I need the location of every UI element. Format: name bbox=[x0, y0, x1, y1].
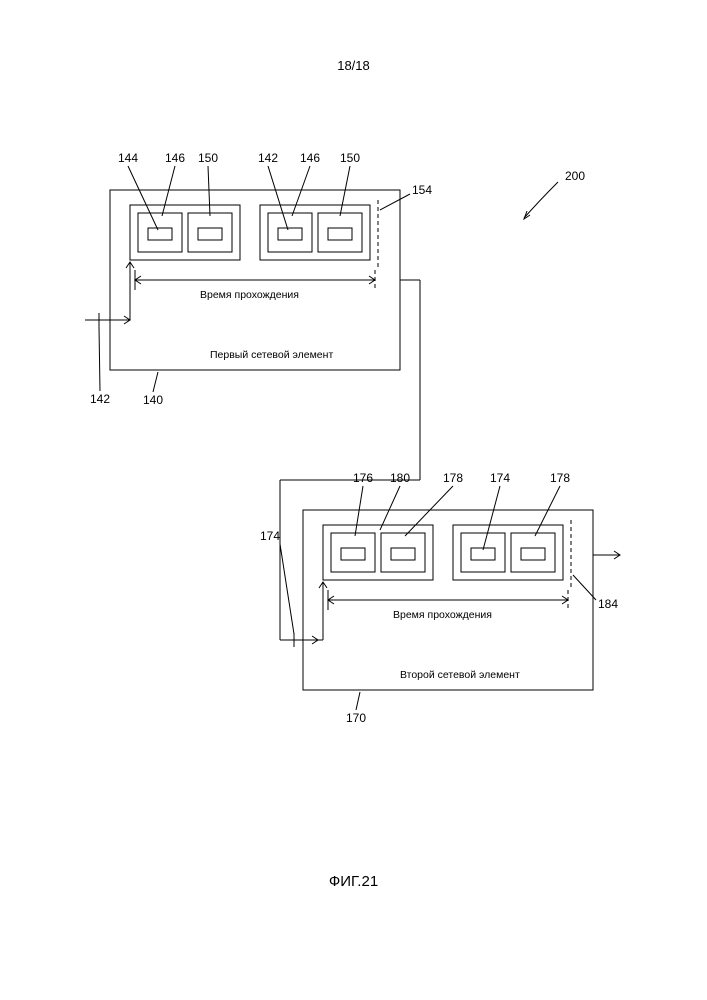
lbl-154: 154 bbox=[412, 183, 432, 197]
block1-title: Первый сетевой элемент bbox=[210, 349, 333, 361]
lbl-184: 184 bbox=[598, 597, 618, 611]
lbl-170: 170 bbox=[346, 711, 366, 725]
lbl-146b: 146 bbox=[300, 151, 320, 165]
lbl-178a: 178 bbox=[443, 471, 463, 485]
diagram-canvas: Время прохождения Первый сетевой элемент… bbox=[0, 0, 707, 1000]
lbl-178b: 178 bbox=[550, 471, 570, 485]
block1-g2-sub2 bbox=[318, 213, 362, 252]
lbl-146a: 146 bbox=[165, 151, 185, 165]
figure-label: ФИГ.21 bbox=[329, 873, 378, 890]
lbl-input-142: 142 bbox=[90, 392, 110, 406]
lbl-140: 140 bbox=[143, 393, 163, 407]
lbl-180: 180 bbox=[390, 471, 410, 485]
lbl-144: 144 bbox=[118, 151, 138, 165]
lbl-200: 200 bbox=[565, 169, 585, 183]
lbl-176: 176 bbox=[353, 471, 373, 485]
block1-g1-sub2 bbox=[188, 213, 232, 252]
lbl-174: 174 bbox=[490, 471, 510, 485]
block1-g1-sub1 bbox=[138, 213, 182, 252]
block1-g2-inner1 bbox=[278, 228, 302, 240]
block1-g2-sub1 bbox=[268, 213, 312, 252]
lbl-150a: 150 bbox=[198, 151, 218, 165]
lbl-input-174: 174 bbox=[260, 529, 280, 543]
block1-g1-inner1 bbox=[148, 228, 172, 240]
block1-time-label: Время прохождения bbox=[200, 289, 299, 301]
block2-title: Второй сетевой элемент bbox=[400, 669, 520, 681]
block2-time-label: Время прохождения bbox=[393, 609, 492, 621]
block1-g2-inner2 bbox=[328, 228, 352, 240]
lbl-142: 142 bbox=[258, 151, 278, 165]
lbl-150b: 150 bbox=[340, 151, 360, 165]
block1-g1-inner2 bbox=[198, 228, 222, 240]
